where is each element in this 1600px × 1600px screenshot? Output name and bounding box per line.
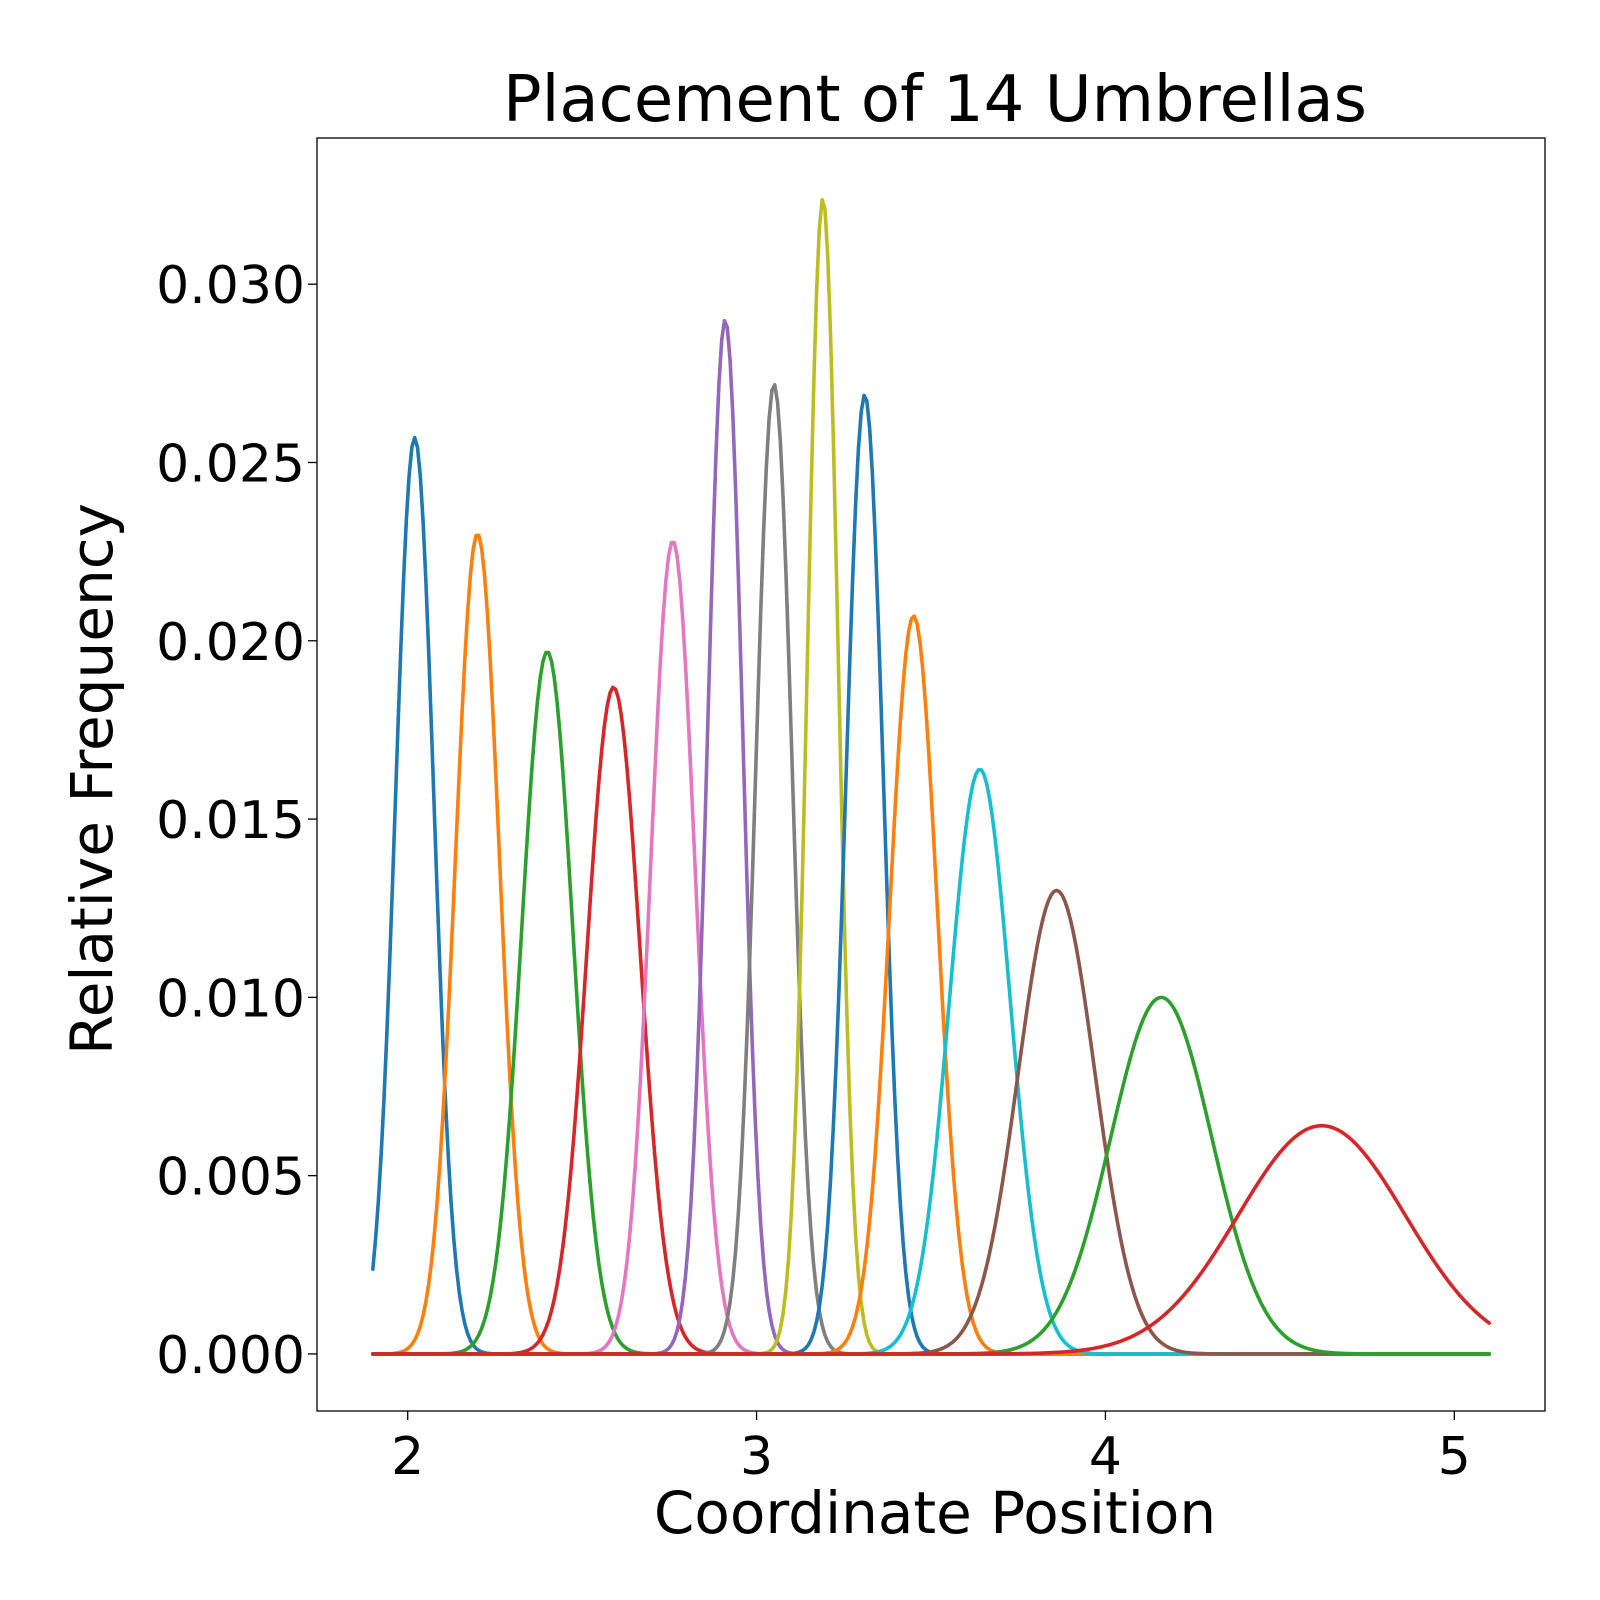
y-tick-label: 0.030 (156, 256, 305, 316)
series-line-5 (371, 540, 1491, 1356)
series-line-11 (371, 767, 1491, 1356)
series-line-12 (371, 888, 1491, 1356)
x-tick-label: 5 (1438, 1427, 1471, 1487)
series-line-13 (371, 995, 1491, 1356)
chart-title: Placement of 14 Umbrellas (503, 63, 1367, 137)
y-tick-label: 0.000 (156, 1326, 305, 1386)
x-tick-label: 4 (1089, 1427, 1122, 1487)
x-tick-label: 2 (391, 1427, 424, 1487)
series-line-14 (371, 1123, 1491, 1356)
plot-frame (316, 137, 1546, 1412)
x-tick-label: 3 (740, 1427, 773, 1487)
series-line-7 (371, 382, 1491, 1356)
series-line-9 (371, 393, 1491, 1356)
y-tick-label: 0.010 (156, 969, 305, 1029)
series-line-3 (371, 650, 1491, 1356)
y-axis-label: Relative Frequency (58, 503, 126, 1055)
y-tick-label: 0.020 (156, 613, 305, 673)
plot-area: 2 3 4 5 0.000 0.005 0.010 0.015 0.020 0.025 0.030 (156, 137, 1546, 1487)
y-tick-label: 0.005 (156, 1148, 305, 1208)
y-tick-label: 0.025 (156, 434, 305, 494)
x-axis-label: Coordinate Position (654, 1479, 1216, 1547)
series-line-1 (371, 435, 1491, 1356)
y-tick-label: 0.015 (156, 791, 305, 851)
series-line-10 (371, 614, 1491, 1356)
series-line-2 (371, 533, 1491, 1356)
